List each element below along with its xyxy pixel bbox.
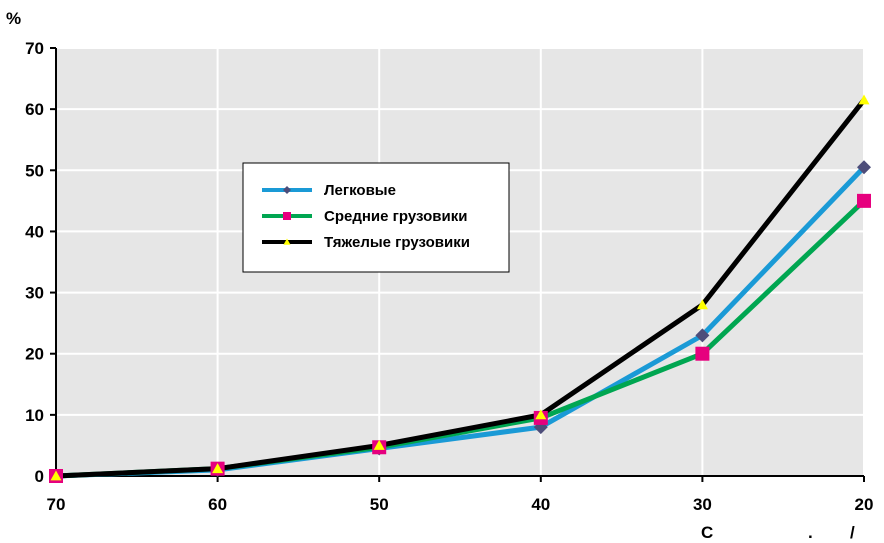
series-markers <box>49 94 871 483</box>
x-axis-note-1: С <box>701 523 713 542</box>
legend-label: Тяжелые грузовики <box>324 234 470 251</box>
y-tick-label: 10 <box>25 406 44 425</box>
series-lines <box>53 97 867 479</box>
x-tick-label: 20 <box>855 495 874 514</box>
x-tick-label: 40 <box>531 495 550 514</box>
data-point-series-3 <box>373 439 385 450</box>
data-point-series-3 <box>858 94 870 105</box>
x-tick-label: 30 <box>693 495 712 514</box>
x-tick-label: 50 <box>370 495 389 514</box>
axes <box>50 47 865 482</box>
data-point-series-2 <box>695 346 710 361</box>
data-point-series-1 <box>695 328 710 343</box>
legend-swatch-marker <box>283 238 291 245</box>
data-point-series-3 <box>212 463 224 474</box>
legend: Легковые Средние грузовики Тяжелые грузови… <box>242 162 510 273</box>
legend-label: Легковые <box>324 182 396 199</box>
data-point-series-3 <box>696 299 708 310</box>
data-point-series-3 <box>535 409 547 420</box>
y-tick-label: 0 <box>35 467 44 486</box>
y-tick-label: 20 <box>25 345 44 364</box>
legend-swatch-marker <box>283 212 291 220</box>
y-tick-label: 50 <box>25 161 44 180</box>
data-point-series-1 <box>857 160 871 175</box>
x-axis-note: С . / <box>701 523 855 542</box>
legend-label: Средние грузовики <box>324 208 467 225</box>
data-point-series-2 <box>857 193 871 208</box>
x-axis-note-2: . <box>808 523 813 542</box>
gridlines <box>56 47 865 476</box>
x-tick-label: 70 <box>47 495 66 514</box>
y-tick-label: 70 <box>25 39 44 58</box>
data-point-series-3 <box>50 470 62 481</box>
x-tick-labels: 70 60 50 40 30 20 <box>47 495 874 514</box>
y-tick-labels: 0 10 20 30 40 50 60 70 <box>25 39 44 486</box>
legend-swatch-marker <box>283 186 291 194</box>
y-tick-label: 30 <box>25 284 44 303</box>
series-line-3 <box>53 97 867 479</box>
y-unit-label: % <box>6 9 21 28</box>
x-axis-note-3: / <box>850 523 855 542</box>
y-tick-label: 60 <box>25 100 44 119</box>
x-tick-label: 60 <box>208 495 227 514</box>
y-tick-label: 40 <box>25 222 44 241</box>
